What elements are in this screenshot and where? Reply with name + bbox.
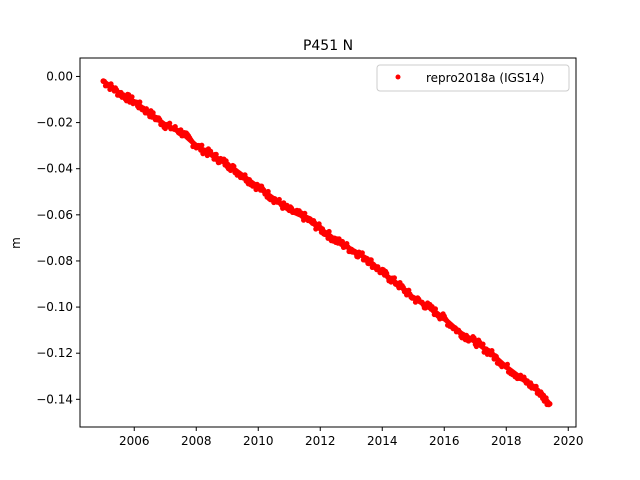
data-point xyxy=(410,295,417,301)
data-point xyxy=(379,269,386,276)
data-point xyxy=(395,281,401,287)
data-point xyxy=(312,220,318,226)
x-tick-label: 2010 xyxy=(243,434,274,448)
data-point xyxy=(100,78,107,84)
y-tick-label: −0.04 xyxy=(36,162,73,176)
y-tick-label: 0.00 xyxy=(46,69,73,83)
data-point xyxy=(143,106,149,112)
plot-frame xyxy=(79,57,577,428)
data-point xyxy=(276,196,282,203)
legend-marker xyxy=(395,74,401,80)
y-tick-label: −0.06 xyxy=(36,208,73,222)
data-point xyxy=(131,99,138,105)
y-tick-label: −0.14 xyxy=(36,392,73,406)
data-point xyxy=(209,152,215,158)
data-point xyxy=(432,306,438,312)
y-axis-label: m xyxy=(9,237,23,249)
data-point xyxy=(116,89,122,96)
x-tick-label: 2018 xyxy=(491,434,522,448)
data-point xyxy=(493,353,499,360)
y-axis: 0.00 −0.02 −0.04 −0.06 −0.08 −0.10 −0.12 −0.14 xyxy=(36,69,80,406)
y-tick-label: −0.10 xyxy=(36,300,73,314)
data-point xyxy=(333,237,339,243)
data-point xyxy=(473,343,479,350)
data-point xyxy=(231,163,237,169)
chart-title: P451 N xyxy=(303,38,353,54)
legend: repro2018a (IGS14) xyxy=(376,64,570,92)
data-point xyxy=(426,304,432,310)
data-point xyxy=(546,401,553,407)
data-point xyxy=(463,332,469,338)
data-point xyxy=(178,129,184,135)
data-point xyxy=(189,138,195,144)
data-point xyxy=(129,94,135,100)
y-tick-label: −0.02 xyxy=(36,116,73,130)
data-point xyxy=(193,142,200,149)
data-point xyxy=(534,387,541,393)
x-axis: 2006 2008 2010 2012 2014 2016 2018 2020 xyxy=(119,427,584,448)
x-tick-label: 2012 xyxy=(305,434,336,448)
data-points xyxy=(100,78,553,408)
x-tick-label: 2020 xyxy=(553,434,584,448)
x-tick-label: 2014 xyxy=(367,434,398,448)
data-point xyxy=(368,257,374,263)
x-tick-label: 2008 xyxy=(181,434,212,448)
data-point xyxy=(255,184,262,190)
data-point xyxy=(457,329,463,336)
x-tick-label: 2006 xyxy=(119,434,150,448)
data-point xyxy=(199,142,205,148)
data-point xyxy=(147,110,153,117)
data-point xyxy=(326,228,332,235)
data-point xyxy=(265,188,271,195)
data-point xyxy=(488,350,494,357)
data-point xyxy=(167,120,173,126)
data-point xyxy=(224,161,231,167)
data-point xyxy=(317,225,324,232)
data-point xyxy=(364,255,370,262)
data-point xyxy=(302,214,308,220)
data-point xyxy=(157,116,163,123)
x-tick-label: 2016 xyxy=(429,434,460,448)
data-point xyxy=(391,275,397,281)
data-point xyxy=(162,122,169,128)
data-point xyxy=(137,99,143,105)
data-point xyxy=(472,338,479,345)
data-point xyxy=(213,151,219,157)
data-point xyxy=(240,172,246,179)
data-point xyxy=(348,246,355,253)
data-point xyxy=(261,187,267,193)
y-tick-label: −0.08 xyxy=(36,254,73,268)
legend-label: repro2018a (IGS14) xyxy=(426,71,544,85)
data-point xyxy=(339,238,345,245)
y-tick-label: −0.12 xyxy=(36,346,73,360)
legend-box xyxy=(376,64,570,92)
data-point xyxy=(302,210,308,216)
data-point xyxy=(286,207,293,213)
data-point xyxy=(271,195,277,202)
data-point xyxy=(441,315,448,322)
data-point xyxy=(384,270,390,276)
data-point xyxy=(503,364,510,370)
data-point xyxy=(543,395,549,401)
data-point xyxy=(480,341,486,347)
data-point xyxy=(359,250,365,256)
data-point xyxy=(519,375,525,382)
